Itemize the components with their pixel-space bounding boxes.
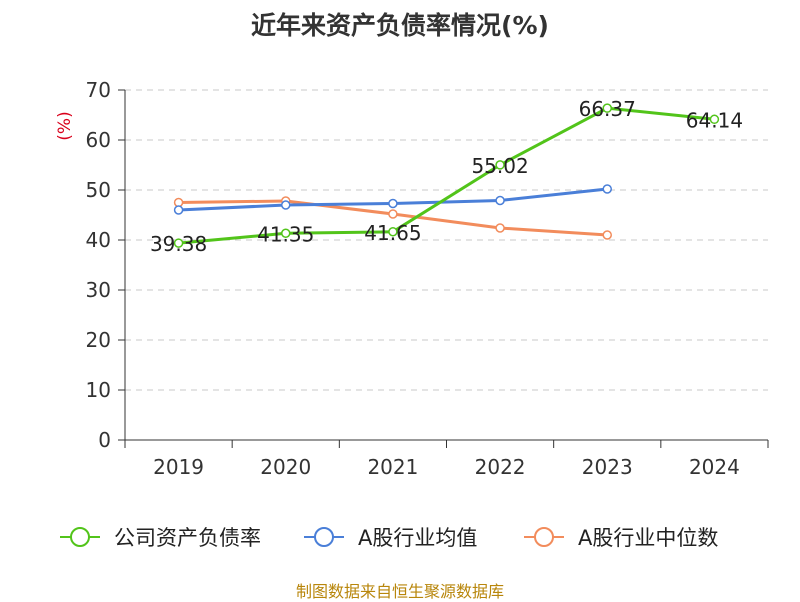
data-point <box>388 209 398 219</box>
chart-title: 近年来资产负债率情况(%) <box>251 11 549 40</box>
legend-marker <box>314 527 334 547</box>
data-point <box>602 184 612 194</box>
data-label: 64.14 <box>686 108 743 132</box>
data-label: 66.37 <box>579 97 636 121</box>
legend-marker <box>70 527 90 547</box>
data-label: 39.38 <box>150 232 207 256</box>
x-tick-label: 2024 <box>689 455 740 479</box>
y-tick-label: 30 <box>86 278 111 302</box>
x-tick-label: 2021 <box>367 455 418 479</box>
data-label: 55.02 <box>471 154 528 178</box>
x-tick-label: 2023 <box>582 455 633 479</box>
data-point <box>602 103 612 113</box>
data-label: 41.65 <box>364 221 421 245</box>
y-tick-label: 40 <box>86 228 111 252</box>
data-point <box>388 198 398 209</box>
data-label: 41.35 <box>257 222 314 246</box>
data-point <box>173 205 184 215</box>
x-tick-label: 2019 <box>153 455 204 479</box>
y-axis-label: (%) <box>55 111 75 140</box>
data-point <box>281 228 291 238</box>
legend-label: A股行业中位数 <box>578 526 718 550</box>
data-point <box>281 200 291 210</box>
y-tick-label: 0 <box>98 428 111 452</box>
y-tick-label: 70 <box>86 78 111 102</box>
series-line <box>177 106 716 245</box>
data-point <box>495 195 505 206</box>
data-point <box>388 227 398 237</box>
legend-label: 公司资产负债率 <box>114 526 261 550</box>
y-tick-label: 60 <box>86 128 111 152</box>
legend-label: A股行业均值 <box>358 526 477 550</box>
data-point <box>495 223 505 233</box>
x-tick-label: 2020 <box>260 455 311 479</box>
x-tick-label: 2022 <box>475 455 526 479</box>
y-tick-label: 20 <box>86 328 111 352</box>
data-point <box>709 114 720 125</box>
legend-marker <box>534 527 554 547</box>
data-source-note: 制图数据来自恒生聚源数据库 <box>295 582 504 601</box>
data-point <box>173 238 184 248</box>
data-point <box>495 160 505 170</box>
data-point <box>602 230 612 240</box>
y-tick-label: 10 <box>86 378 111 402</box>
y-tick-label: 50 <box>86 178 111 202</box>
